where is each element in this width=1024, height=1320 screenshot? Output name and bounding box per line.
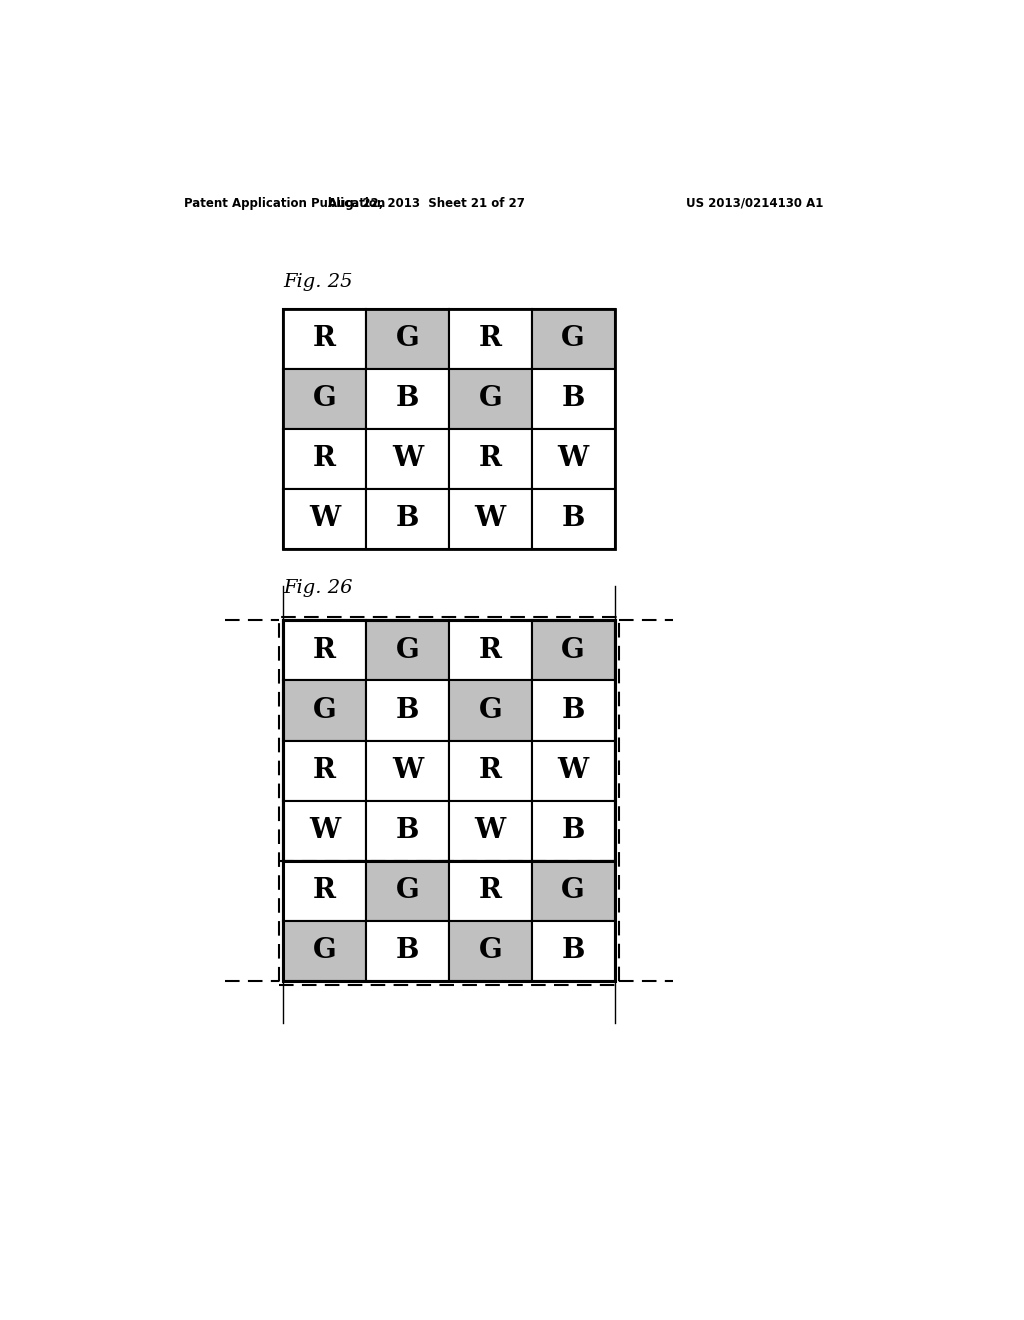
Bar bbox=[449, 488, 531, 549]
Text: B: B bbox=[395, 817, 419, 843]
Text: W: W bbox=[475, 506, 506, 532]
Bar bbox=[366, 861, 449, 921]
Text: W: W bbox=[558, 758, 589, 784]
Bar bbox=[531, 681, 614, 741]
Bar bbox=[531, 620, 614, 681]
Text: R: R bbox=[479, 445, 502, 473]
Text: G: G bbox=[395, 878, 419, 904]
Bar bbox=[283, 309, 366, 368]
Text: G: G bbox=[561, 878, 585, 904]
Text: Fig. 25: Fig. 25 bbox=[283, 273, 352, 290]
Bar bbox=[283, 429, 366, 488]
Bar bbox=[449, 741, 531, 800]
Bar bbox=[280, 616, 618, 985]
Bar bbox=[531, 429, 614, 488]
Bar bbox=[449, 861, 531, 921]
Text: R: R bbox=[313, 325, 336, 352]
Bar bbox=[531, 488, 614, 549]
Bar bbox=[283, 861, 366, 921]
Text: B: B bbox=[561, 697, 585, 723]
Text: R: R bbox=[479, 758, 502, 784]
Bar bbox=[283, 620, 614, 981]
Bar bbox=[449, 620, 531, 681]
Text: B: B bbox=[395, 697, 419, 723]
Text: US 2013/0214130 A1: US 2013/0214130 A1 bbox=[686, 197, 823, 210]
Bar bbox=[366, 741, 449, 800]
Text: B: B bbox=[395, 506, 419, 532]
Bar bbox=[531, 309, 614, 368]
Bar bbox=[531, 921, 614, 981]
Text: B: B bbox=[561, 937, 585, 964]
Bar bbox=[283, 921, 366, 981]
Text: G: G bbox=[395, 325, 419, 352]
Text: G: G bbox=[478, 385, 502, 412]
Text: G: G bbox=[312, 385, 336, 412]
Bar bbox=[531, 800, 614, 861]
Text: W: W bbox=[475, 817, 506, 843]
Bar bbox=[449, 368, 531, 429]
Bar bbox=[531, 861, 614, 921]
Text: G: G bbox=[561, 638, 585, 664]
Text: R: R bbox=[313, 878, 336, 904]
Bar bbox=[366, 681, 449, 741]
Bar bbox=[449, 921, 531, 981]
Bar bbox=[366, 488, 449, 549]
Text: B: B bbox=[395, 385, 419, 412]
Text: W: W bbox=[309, 817, 340, 843]
Bar bbox=[366, 309, 449, 368]
Text: R: R bbox=[313, 445, 336, 473]
Text: R: R bbox=[479, 638, 502, 664]
Text: Patent Application Publication: Patent Application Publication bbox=[183, 197, 385, 210]
Bar bbox=[283, 488, 366, 549]
Text: W: W bbox=[392, 758, 423, 784]
Text: G: G bbox=[478, 937, 502, 964]
Bar bbox=[283, 309, 614, 549]
Text: G: G bbox=[561, 325, 585, 352]
Bar bbox=[366, 620, 449, 681]
Text: B: B bbox=[561, 506, 585, 532]
Text: R: R bbox=[313, 758, 336, 784]
Text: B: B bbox=[561, 817, 585, 843]
Bar bbox=[366, 368, 449, 429]
Bar bbox=[283, 620, 366, 681]
Text: Aug. 22, 2013  Sheet 21 of 27: Aug. 22, 2013 Sheet 21 of 27 bbox=[328, 197, 525, 210]
Text: B: B bbox=[561, 385, 585, 412]
Text: W: W bbox=[392, 445, 423, 473]
Bar bbox=[449, 309, 531, 368]
Text: R: R bbox=[479, 325, 502, 352]
Bar bbox=[449, 429, 531, 488]
Text: G: G bbox=[395, 638, 419, 664]
Bar bbox=[283, 741, 366, 800]
Text: R: R bbox=[313, 638, 336, 664]
Bar bbox=[366, 921, 449, 981]
Text: Fig. 26: Fig. 26 bbox=[283, 579, 352, 598]
Text: G: G bbox=[312, 937, 336, 964]
Bar bbox=[449, 681, 531, 741]
Bar bbox=[366, 429, 449, 488]
Text: G: G bbox=[312, 697, 336, 723]
Bar bbox=[283, 368, 366, 429]
Text: R: R bbox=[479, 878, 502, 904]
Text: G: G bbox=[478, 697, 502, 723]
Text: W: W bbox=[558, 445, 589, 473]
Bar bbox=[531, 368, 614, 429]
Text: W: W bbox=[309, 506, 340, 532]
Bar bbox=[531, 741, 614, 800]
Text: B: B bbox=[395, 937, 419, 964]
Bar bbox=[449, 800, 531, 861]
Bar bbox=[366, 800, 449, 861]
Bar bbox=[283, 620, 614, 861]
Bar bbox=[283, 800, 366, 861]
Bar bbox=[283, 681, 366, 741]
